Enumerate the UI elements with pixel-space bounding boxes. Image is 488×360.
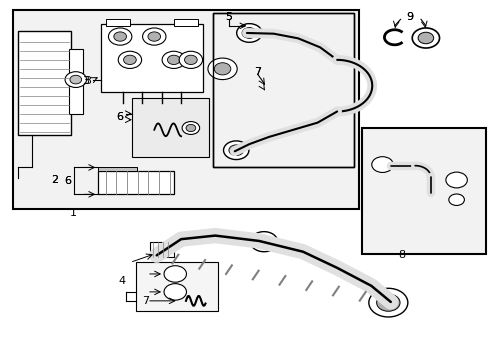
Circle shape (228, 145, 243, 156)
Text: 2: 2 (51, 175, 58, 185)
Text: 9: 9 (406, 12, 413, 22)
Circle shape (118, 51, 142, 68)
Bar (105, 19, 130, 26)
Text: 2: 2 (51, 175, 58, 185)
Circle shape (448, 194, 464, 206)
Text: 3: 3 (82, 76, 89, 86)
Text: 8: 8 (398, 250, 405, 260)
Bar (101, 24, 203, 92)
Text: 6: 6 (117, 112, 123, 122)
Text: 7: 7 (142, 296, 149, 306)
Bar (69, 49, 82, 114)
Circle shape (70, 75, 81, 84)
Circle shape (108, 28, 132, 45)
Circle shape (163, 266, 186, 282)
Circle shape (65, 72, 86, 87)
Circle shape (148, 32, 160, 41)
Text: 4: 4 (118, 276, 125, 286)
Circle shape (167, 55, 180, 64)
Circle shape (236, 24, 262, 42)
Bar (132, 98, 209, 157)
Bar (98, 167, 137, 171)
Bar (212, 13, 353, 167)
Circle shape (368, 288, 407, 317)
Circle shape (207, 58, 237, 80)
Circle shape (223, 141, 248, 159)
Circle shape (184, 55, 197, 64)
Circle shape (376, 294, 399, 311)
Circle shape (185, 125, 195, 132)
Text: 3: 3 (84, 76, 91, 86)
Bar (361, 128, 485, 253)
Circle shape (256, 236, 271, 247)
Circle shape (250, 231, 277, 252)
Bar (136, 262, 217, 311)
Circle shape (242, 28, 256, 39)
Bar (212, 13, 353, 167)
Circle shape (123, 55, 136, 64)
Text: 7: 7 (254, 67, 261, 77)
Bar (18, 31, 71, 135)
Circle shape (417, 32, 433, 44)
Bar (361, 128, 485, 253)
Bar (150, 242, 173, 257)
Bar (13, 10, 358, 209)
Circle shape (445, 172, 467, 188)
Text: 6: 6 (64, 176, 71, 186)
Text: 6: 6 (117, 112, 123, 122)
Circle shape (214, 63, 230, 75)
Bar (98, 171, 173, 194)
Text: 6: 6 (64, 176, 71, 186)
Circle shape (182, 122, 199, 134)
Text: 5: 5 (225, 12, 232, 22)
Text: 9: 9 (406, 12, 413, 22)
Circle shape (114, 32, 126, 41)
Bar (173, 19, 198, 26)
Text: 5: 5 (225, 12, 232, 22)
Circle shape (411, 28, 439, 48)
Circle shape (142, 28, 165, 45)
Circle shape (162, 51, 185, 68)
Text: 7: 7 (254, 67, 261, 77)
Text: 1: 1 (69, 208, 76, 218)
Circle shape (179, 51, 202, 68)
Circle shape (163, 284, 186, 300)
Bar (13, 10, 358, 209)
Circle shape (371, 157, 392, 172)
